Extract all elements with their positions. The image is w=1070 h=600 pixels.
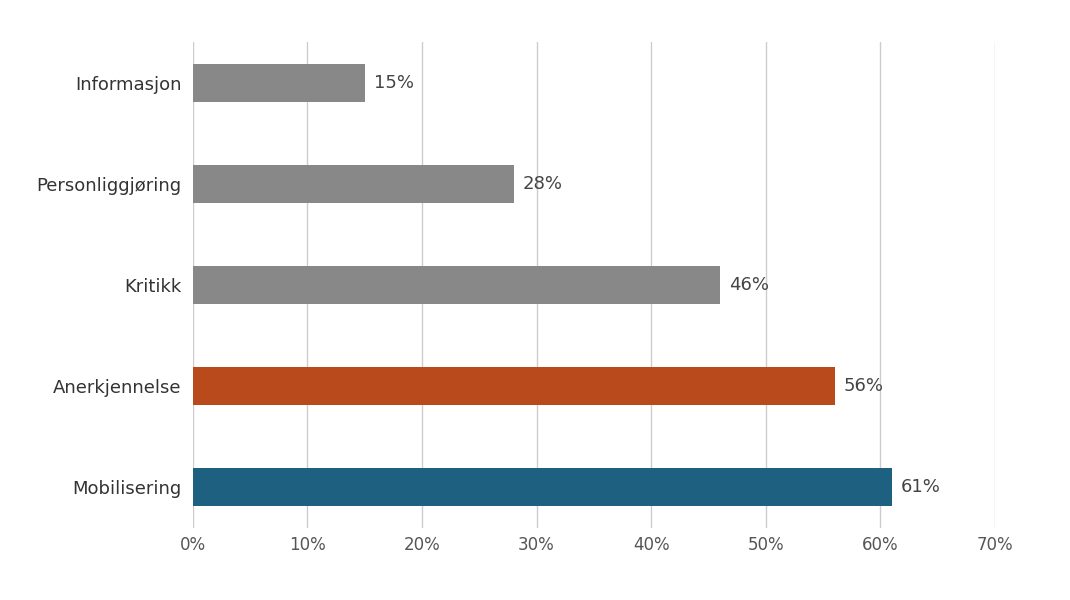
Bar [193, 266, 720, 304]
Text: 56%: 56% [844, 377, 884, 395]
Bar [193, 165, 514, 203]
Text: 46%: 46% [729, 276, 769, 294]
Text: 15%: 15% [373, 74, 414, 92]
Text: 61%: 61% [901, 478, 941, 496]
Bar [193, 467, 892, 506]
Bar [193, 64, 365, 103]
Text: 28%: 28% [523, 175, 563, 193]
Bar [193, 367, 835, 405]
